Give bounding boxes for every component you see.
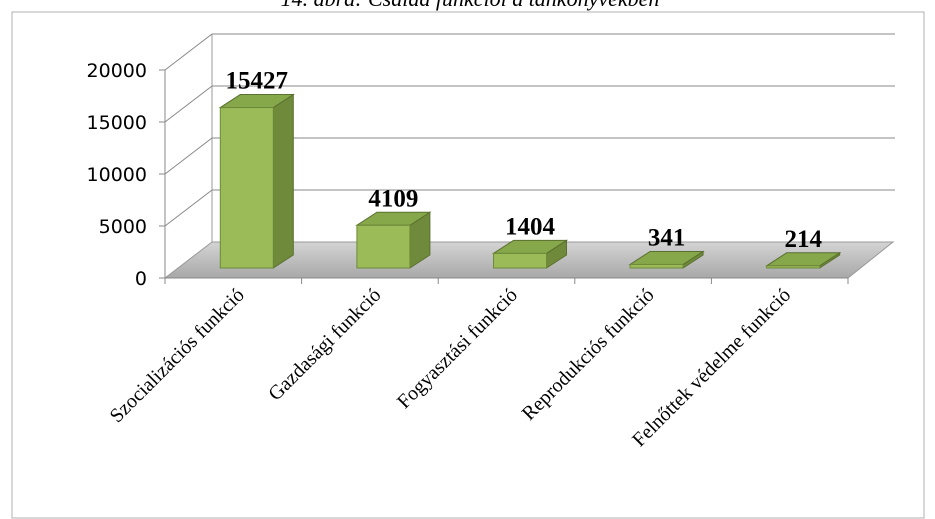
- value-label: 214: [784, 226, 822, 253]
- bar: [629, 263, 684, 269]
- bar-side: [272, 93, 294, 269]
- bar: [219, 107, 274, 269]
- grid-line: [164, 189, 213, 227]
- y-tick-label: 0: [135, 268, 147, 290]
- y-tick-label: 5000: [99, 216, 147, 238]
- value-label: 1404: [505, 213, 556, 240]
- bar: [766, 265, 821, 269]
- bar: [493, 252, 547, 269]
- value-label: 4109: [368, 185, 418, 212]
- y-tick-label: 20000: [87, 60, 147, 82]
- value-label: 341: [648, 224, 686, 251]
- y-tick-label: 10000: [87, 164, 147, 186]
- y-tick-label: 15000: [87, 112, 147, 134]
- grid-line: [164, 33, 213, 71]
- value-label: 15427: [226, 68, 289, 95]
- bar: [356, 224, 411, 269]
- grid-line: [164, 85, 213, 123]
- grid-line: [164, 137, 213, 175]
- chart-title: 14. ábra: Család funkciói a tankönyvekbe…: [281, 0, 660, 11]
